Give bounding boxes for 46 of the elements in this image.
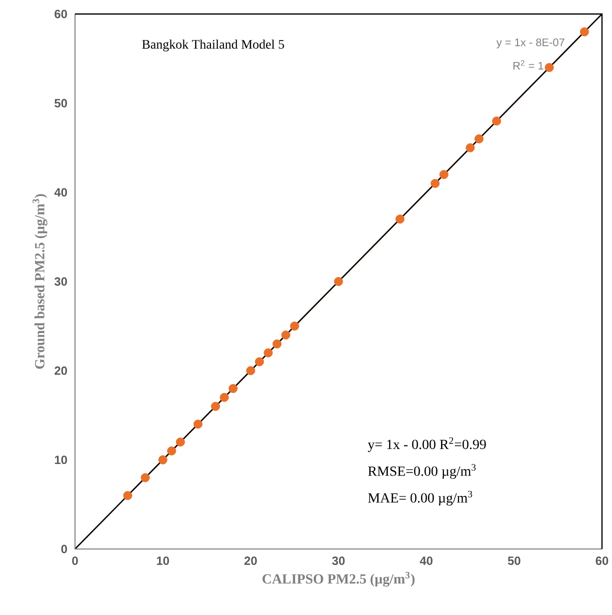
annotation: y= 1x - 0.00 R$^{2}$=0.99: [368, 437, 486, 452]
y-tick-label: 10: [54, 456, 67, 464]
y-tick-label: 30: [54, 277, 67, 286]
point: [264, 348, 273, 358]
y-tick-label: 50: [54, 98, 67, 108]
x-tick-label: 10: [156, 556, 170, 565]
y-tick-label: 20: [54, 366, 67, 375]
point: [158, 455, 168, 464]
point: [466, 143, 475, 152]
text: Bangkok Thailand Model 5: [142, 40, 284, 52]
x-tick-label: 50: [508, 556, 520, 565]
point: [193, 420, 202, 429]
point: [123, 490, 132, 500]
point: [430, 178, 440, 188]
x-axis-title: CALIPSO PM2.5 (µg/m$^{3}$): [262, 572, 415, 587]
point: [246, 366, 256, 376]
point: [290, 322, 300, 331]
point: [228, 384, 238, 393]
point: [176, 437, 185, 446]
point: [281, 330, 290, 340]
point: [272, 339, 282, 348]
point: [580, 27, 589, 36]
annotation: MAE= 0.00 µg/m$^{3}$: [368, 490, 472, 506]
point: [334, 276, 344, 286]
annotation: R$^{2}$ = 1: [513, 60, 544, 70]
point: [492, 116, 502, 126]
y-tick-label: 40: [54, 188, 67, 197]
x-tick-label: 0: [72, 556, 78, 565]
point: [254, 357, 264, 366]
point: [439, 170, 448, 179]
x-tick-label: 20: [244, 556, 257, 565]
annotation: y = 1x - 8E-07: [496, 38, 564, 48]
annotation: RMSE=0.00 µg/m$^{3}$: [368, 464, 476, 479]
point: [544, 62, 554, 72]
point: [211, 402, 220, 411]
point: [140, 473, 150, 482]
x-tick-label: 40: [420, 556, 433, 565]
y-tick-label: 60: [54, 10, 67, 18]
x-tick-label: 30: [332, 556, 345, 566]
y-axis-title: Ground based PM2.5 (µg/m$^{3}$): [32, 194, 48, 369]
point: [474, 134, 484, 144]
point: [167, 446, 176, 456]
point: [396, 214, 404, 224]
y-tick-label: 0: [61, 544, 68, 554]
point: [220, 392, 229, 402]
x-tick-label: 60: [596, 556, 608, 565]
